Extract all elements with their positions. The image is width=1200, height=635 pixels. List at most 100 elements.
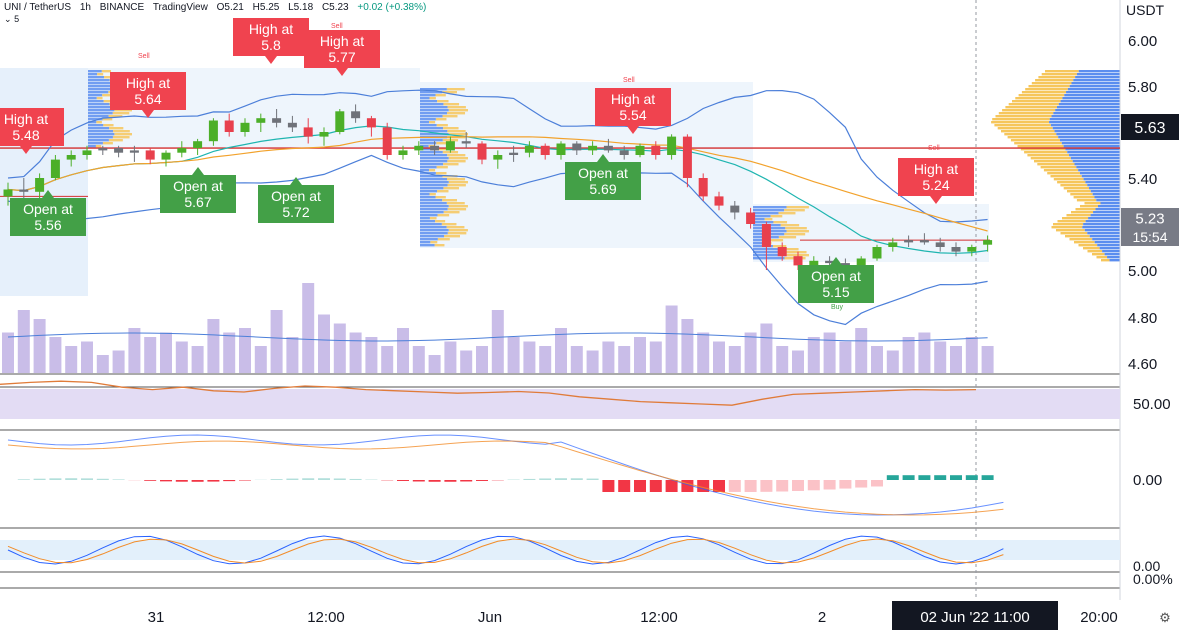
- candle-body: [778, 247, 787, 256]
- candle-body: [162, 153, 171, 160]
- volume-profile-bar: [1070, 193, 1092, 195]
- volume-profile-bar: [1067, 190, 1091, 192]
- volume-bar: [239, 328, 251, 373]
- volume-profile-bar: [448, 106, 466, 108]
- annotation-open: Open at5.72: [258, 177, 334, 223]
- candle-body: [983, 240, 992, 245]
- volume-profile-bar: [420, 208, 448, 210]
- volume-profile-bar: [88, 70, 102, 72]
- ohlc-open: O5.21: [217, 2, 244, 13]
- volume-profile-bar: [449, 109, 468, 111]
- volume-profile-bar: [420, 217, 430, 219]
- volume-profile-bar: [784, 233, 805, 235]
- volume-profile-bar: [1058, 136, 1120, 138]
- volume-profile-bar: [420, 115, 442, 117]
- volume-profile-bar: [420, 154, 447, 156]
- candle-body: [667, 137, 676, 155]
- volume-profile-bar: [103, 124, 113, 126]
- annotation-title: High at: [320, 33, 364, 49]
- volume-profile-bar: [992, 118, 1050, 120]
- volume-profile-bar: [448, 184, 466, 186]
- volume-profile-bar: [420, 223, 442, 225]
- volume-profile-bar: [1015, 97, 1062, 99]
- volume-profile-bar: [448, 232, 467, 234]
- volume-profile-bar: [1071, 211, 1093, 213]
- volume-bar: [839, 342, 851, 374]
- collapse-chevron-icon[interactable]: ⌄: [4, 14, 12, 24]
- volume-profile-bar: [765, 218, 773, 220]
- candle-body: [446, 141, 455, 150]
- volume-profile-bar: [1045, 70, 1079, 72]
- volume-profile-bar: [1086, 220, 1120, 222]
- volume-profile-bar: [420, 118, 436, 120]
- volume-profile-bar: [753, 221, 773, 223]
- candle-body: [904, 240, 913, 242]
- volume-profile-bar: [1068, 88, 1120, 90]
- volume-profile-bar: [437, 190, 448, 192]
- volume-profile-bar: [88, 142, 103, 144]
- candle-body: [952, 247, 961, 252]
- volume-profile-bar: [420, 124, 437, 126]
- volume-profile-bar: [1050, 118, 1120, 120]
- macd-histogram-bar: [176, 480, 188, 482]
- volume-bar: [571, 346, 583, 373]
- volume-profile-bar: [420, 127, 443, 129]
- volume-bar: [760, 324, 772, 374]
- macd-histogram-bar: [887, 475, 899, 480]
- volume-profile-bar: [1094, 196, 1120, 198]
- macd-histogram-bar: [523, 479, 535, 480]
- macd-tick-label: 0.00: [1133, 472, 1162, 489]
- volume-profile-bar: [1075, 163, 1120, 165]
- volume-bar: [192, 346, 204, 373]
- volume-profile-bar: [1069, 154, 1120, 156]
- macd-histogram-bar: [334, 478, 346, 480]
- volume-profile-bar: [442, 199, 457, 201]
- volume-profile-bar: [102, 70, 111, 72]
- volume-profile-bar: [1064, 94, 1120, 96]
- volume-profile-bar: [1018, 145, 1064, 147]
- macd-histogram-bar: [539, 478, 551, 480]
- symbol-label[interactable]: UNI / TetherUS: [4, 2, 71, 13]
- candle-body: [193, 141, 202, 148]
- interval-label[interactable]: 1h: [80, 2, 91, 13]
- volume-profile-bar: [1078, 169, 1120, 171]
- candle-body: [51, 160, 60, 178]
- annotation-price: 5.77: [328, 49, 355, 65]
- annotation-high: High at5.8: [233, 18, 309, 64]
- volume-profile-bar: [1051, 175, 1082, 177]
- volume-profile-bar: [436, 142, 447, 144]
- volume-profile-bar: [437, 166, 448, 168]
- macd-histogram-bar: [160, 480, 172, 481]
- volume-profile-bar: [88, 133, 114, 135]
- volume-profile-bar: [443, 127, 458, 129]
- volume-profile-bar: [420, 202, 447, 204]
- ohlc-high: H5.25: [253, 2, 280, 13]
- annotation-pointer: [265, 56, 277, 64]
- volume-profile-bar: [97, 97, 103, 99]
- volume-bar: [887, 351, 899, 374]
- annotation-price: 5.56: [34, 217, 61, 233]
- buy-label: Buy: [831, 304, 844, 311]
- annotation-title: Open at: [271, 188, 321, 204]
- volume-profile-bar: [448, 208, 466, 210]
- candle-body: [98, 148, 107, 150]
- volume-profile-bar: [447, 112, 465, 114]
- volume-profile-bar: [1083, 247, 1100, 249]
- volume-profile-bar: [420, 214, 437, 216]
- indicator-count[interactable]: ⌄ 5: [4, 14, 19, 25]
- candle-body: [857, 259, 866, 266]
- annotation-price: 5.54: [619, 107, 646, 123]
- volume-profile-bar: [753, 212, 778, 214]
- volume-bar: [334, 324, 346, 374]
- price-tick-label: 5.80: [1128, 79, 1157, 96]
- price-tick-label: 4.80: [1128, 310, 1157, 327]
- volume-profile-bar: [420, 157, 449, 159]
- volume-profile-bar: [773, 221, 787, 223]
- candle-body: [746, 213, 755, 225]
- volume-bar: [476, 346, 488, 373]
- volume-profile-bar: [1110, 259, 1120, 261]
- volume-profile-bar: [1075, 76, 1120, 78]
- volume-profile-bar: [1092, 238, 1120, 240]
